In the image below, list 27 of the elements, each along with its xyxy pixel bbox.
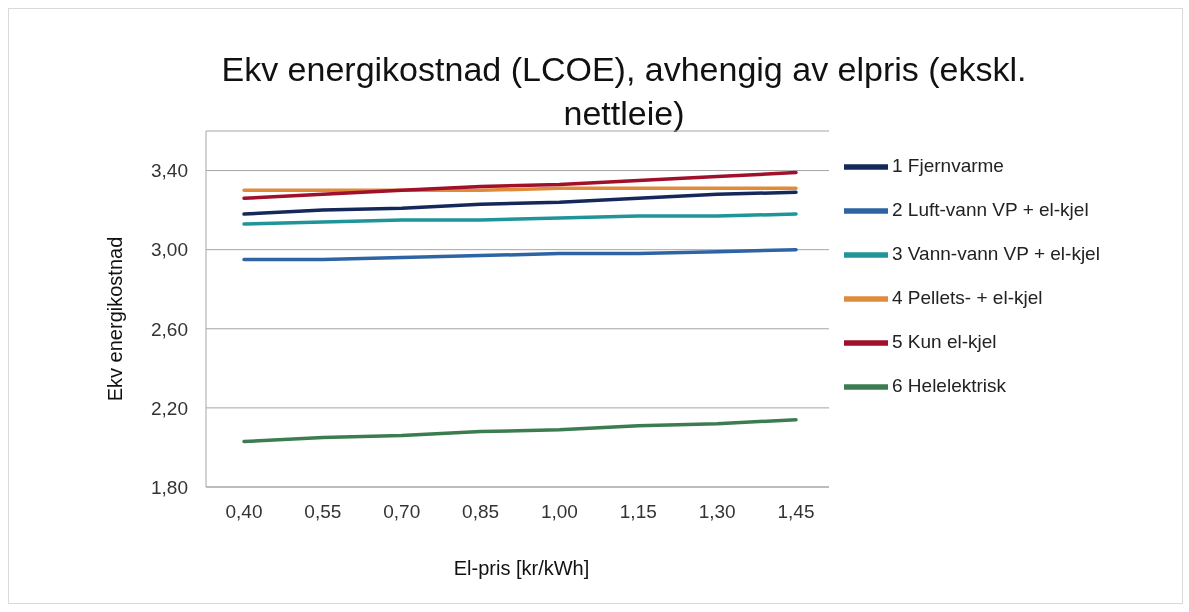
- x-axis-title: El-pris [kr/kWh]: [452, 557, 591, 580]
- y-tick-label: 2,20: [151, 397, 188, 419]
- y-tick-label: 1,80: [151, 476, 188, 498]
- legend-label: 1 Fjernvarme: [892, 155, 1004, 177]
- legend-label: 6 Helelektrisk: [892, 375, 1007, 397]
- line-series: [242, 190, 798, 216]
- x-tick-label: 0,85: [462, 501, 500, 523]
- legend-label: 4 Pellets- + el-kjel: [892, 287, 1043, 309]
- x-tick-label: 1,30: [698, 501, 736, 523]
- y-tick-label: 2,60: [151, 318, 188, 340]
- x-tick-label: 1,15: [619, 501, 657, 523]
- y-axis-title: Ekv energikostnad: [103, 236, 127, 402]
- x-tick-label: 0,40: [225, 501, 263, 523]
- x-tick-label: 0,55: [304, 501, 342, 523]
- y-tick-label: 3,00: [151, 239, 188, 261]
- x-tick-label: 0,70: [383, 501, 421, 523]
- legend-label: 3 Vann-vann VP + el-kjel: [892, 243, 1100, 265]
- legend-label: 5 Kun el-kjel: [892, 331, 997, 353]
- chart-title: Ekv energikostnad (LCOE), avhengig av elpris (ekskl. nettleie): [220, 49, 1028, 134]
- line-series: [242, 247, 798, 262]
- line-series: [242, 170, 798, 200]
- x-tick-label: 1,00: [540, 501, 578, 523]
- y-tick-label: 3,40: [151, 160, 188, 182]
- line-series: [242, 418, 798, 444]
- line-series: [242, 212, 798, 226]
- legend-label: 2 Luft-vann VP + el-kjel: [892, 199, 1089, 221]
- x-tick-label: 1,45: [777, 501, 815, 523]
